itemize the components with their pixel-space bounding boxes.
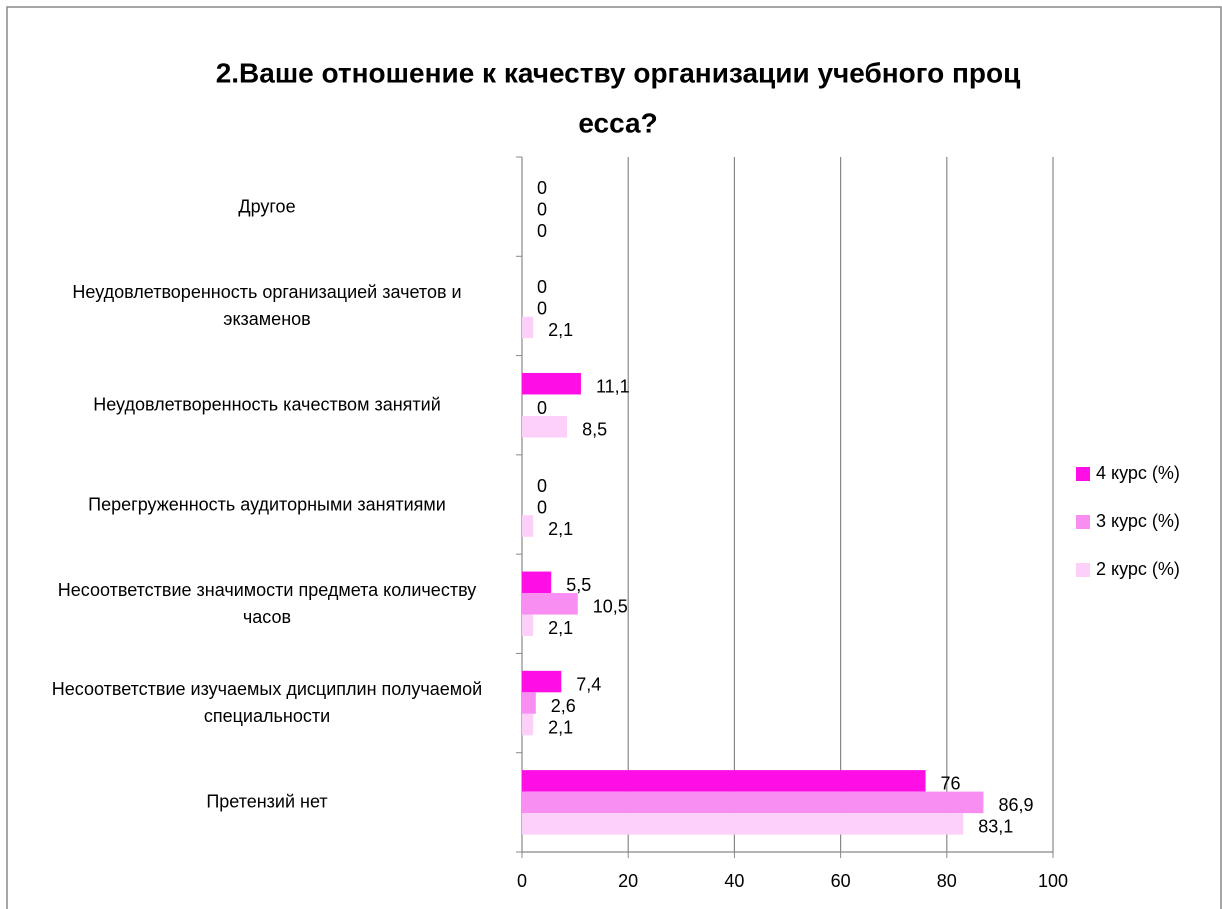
value-label: 7,4 — [576, 674, 601, 694]
bar — [522, 670, 562, 693]
y-tick-label: Претензий нет — [206, 791, 328, 812]
legend-swatch — [1076, 467, 1090, 481]
bar — [522, 791, 984, 814]
legend-label: 3 курс (%) — [1096, 511, 1180, 531]
y-tick-label: Неудовлетворенность организацией зачетов… — [72, 281, 462, 329]
legend-label: 2 курс (%) — [1096, 559, 1180, 579]
bar — [522, 316, 534, 339]
value-label: 0 — [537, 476, 547, 496]
bar — [522, 372, 581, 395]
value-label: 10,5 — [593, 597, 628, 617]
y-tick-label: Другое — [238, 196, 296, 217]
value-label: 0 — [537, 221, 547, 241]
bar — [522, 593, 578, 615]
y-tick-label: Несоответствие изучаемых дисциплин получ… — [51, 679, 483, 727]
value-label: 2,1 — [548, 618, 573, 638]
y-tick-label: Перегруженность аудиторными занятиями — [88, 494, 446, 514]
value-label: 2,6 — [551, 696, 576, 716]
value-label: 0 — [537, 398, 547, 418]
value-label: 0 — [537, 299, 547, 319]
y-tick-label: Неудовлетворенность качеством занятий — [93, 394, 441, 415]
value-label: 76 — [941, 774, 961, 794]
x-tick-label: 60 — [831, 871, 851, 891]
chart-border — [6, 6, 1222, 909]
bar — [522, 813, 964, 835]
bar — [522, 770, 926, 792]
bar — [522, 515, 534, 537]
value-label: 0 — [537, 277, 547, 297]
chart-title: 2.Ваше отношение к качеству организации … — [216, 57, 1021, 88]
y-tick-label: Несоответствие значимости предмета колич… — [57, 579, 477, 627]
value-label: 8,5 — [582, 419, 607, 439]
value-label: 0 — [537, 497, 547, 517]
value-label: 2,1 — [548, 519, 573, 539]
legend-swatch — [1076, 563, 1090, 577]
value-label: 0 — [537, 178, 547, 198]
bar — [522, 571, 552, 594]
value-label: 2,1 — [548, 320, 573, 340]
x-tick-label: 20 — [618, 871, 638, 891]
value-label: 86,9 — [998, 795, 1033, 815]
value-label: 83,1 — [978, 817, 1013, 837]
bar — [522, 692, 536, 714]
legend-swatch — [1076, 515, 1090, 529]
chart-title: есса? — [578, 107, 657, 138]
value-label: 5,5 — [566, 575, 591, 595]
value-label: 11,1 — [596, 376, 630, 396]
x-tick-label: 40 — [724, 871, 744, 891]
x-tick-label: 80 — [937, 871, 957, 891]
bar — [522, 415, 568, 438]
x-tick-label: 0 — [517, 871, 527, 891]
x-tick-label: 100 — [1038, 871, 1068, 891]
value-label: 2,1 — [548, 717, 573, 737]
bar — [522, 614, 534, 637]
legend-label: 4 курс (%) — [1096, 463, 1180, 483]
value-label: 0 — [537, 199, 547, 219]
bar — [522, 713, 534, 736]
